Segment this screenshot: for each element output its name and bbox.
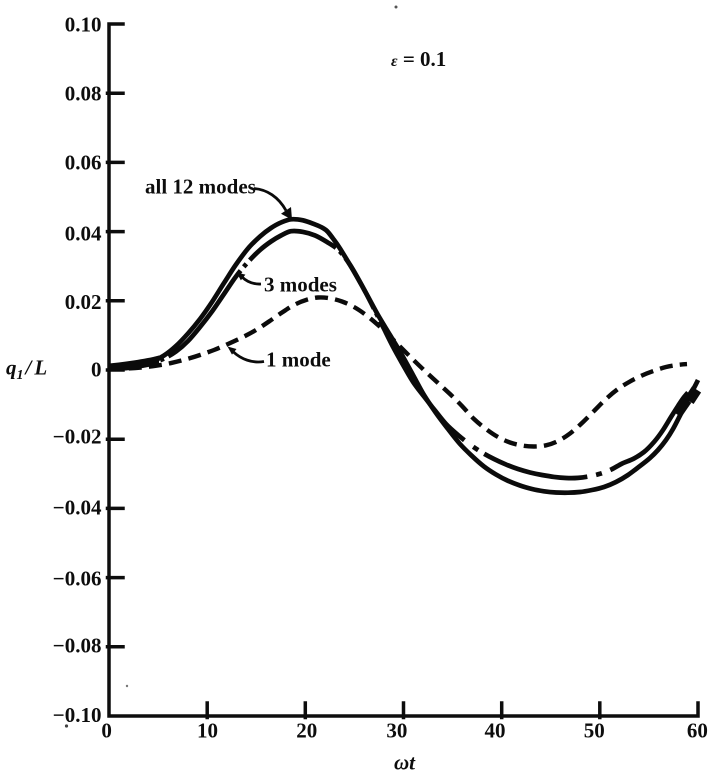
- svg-text:0.02: 0.02: [65, 290, 102, 314]
- svg-text:0: 0: [91, 358, 102, 382]
- svg-text:q1/L: q1/L: [6, 356, 47, 384]
- svg-text:40: 40: [485, 718, 506, 742]
- svg-text:3 modes: 3 modes: [264, 273, 337, 297]
- svg-text:60: 60: [687, 718, 708, 742]
- svg-text:10: 10: [197, 718, 218, 742]
- svg-text:0: 0: [101, 718, 112, 742]
- svg-text:50: 50: [584, 718, 605, 742]
- svg-text:30: 30: [386, 718, 407, 742]
- svg-text:ωt: ωt: [394, 751, 416, 774]
- svg-text:−0.04: −0.04: [53, 496, 102, 520]
- svg-text:1 mode: 1 mode: [266, 348, 331, 372]
- svg-text:−0.10: −0.10: [53, 703, 102, 727]
- svg-text:−0.02: −0.02: [53, 424, 102, 448]
- svg-text:0.10: 0.10: [65, 12, 102, 36]
- svg-text:all 12 modes: all 12 modes: [145, 175, 256, 199]
- svg-text:0.08: 0.08: [65, 82, 102, 106]
- svg-text:0.06: 0.06: [65, 151, 102, 175]
- svg-text:ε = 0.1: ε = 0.1: [391, 47, 446, 71]
- svg-text:0.04: 0.04: [65, 221, 102, 245]
- svg-text:20: 20: [296, 718, 317, 742]
- svg-text:−0.08: −0.08: [53, 633, 102, 657]
- svg-text:−0.06: −0.06: [53, 566, 102, 590]
